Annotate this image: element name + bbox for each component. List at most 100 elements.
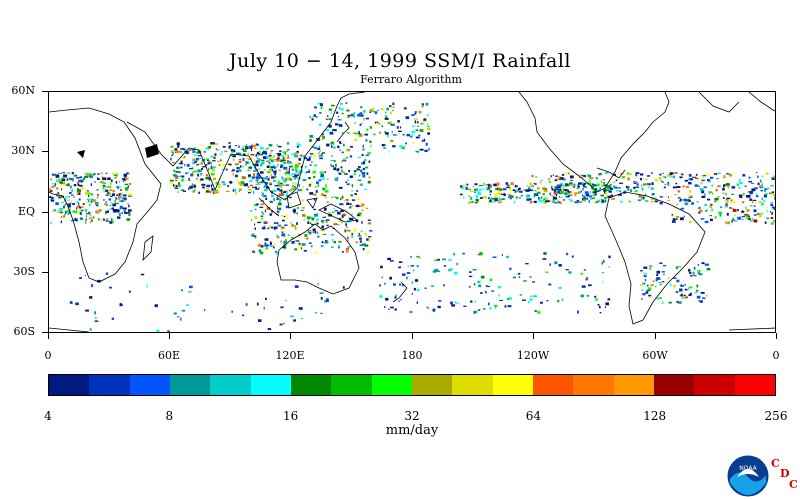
rain-pixel (285, 205, 289, 209)
rain-pixel (76, 191, 80, 194)
rain-pixel (673, 284, 676, 288)
rain-pixel (297, 174, 300, 176)
rain-pixel (263, 306, 265, 310)
rain-pixel (752, 217, 754, 220)
rain-pixel (79, 176, 82, 178)
rain-pixel (612, 173, 617, 176)
rain-pixel (366, 238, 370, 241)
rain-pixel (286, 171, 290, 174)
rain-pixel (123, 194, 127, 197)
rain-pixel (663, 186, 666, 189)
rain-pixel (677, 190, 680, 193)
rain-pixel (368, 160, 371, 163)
rain-pixel (628, 200, 631, 203)
rain-pixel (248, 145, 253, 149)
rain-pixel (268, 154, 272, 157)
rainfall-pixels (49, 102, 775, 332)
rain-pixel (245, 157, 249, 159)
rain-pixel (119, 206, 123, 209)
rain-pixel (700, 181, 703, 185)
rain-pixel (347, 245, 352, 248)
rain-pixel (172, 162, 175, 164)
rain-pixel (534, 189, 537, 192)
rain-pixel (430, 285, 434, 287)
rain-pixel (341, 251, 344, 253)
rain-pixel (295, 169, 298, 173)
rain-pixel (643, 266, 648, 269)
rain-pixel (562, 185, 566, 187)
rain-pixel (119, 303, 123, 307)
rain-pixel (414, 118, 418, 120)
rain-pixel (57, 195, 60, 197)
rain-pixel (119, 208, 121, 210)
rain-pixel (554, 261, 558, 265)
rain-pixel (118, 200, 122, 202)
rain-pixel (483, 195, 487, 199)
rain-pixel (341, 195, 344, 199)
rain-pixel (550, 187, 553, 189)
rain-pixel (80, 209, 84, 212)
rain-pixel (539, 181, 542, 184)
rain-pixel (578, 191, 581, 194)
rain-pixel (278, 198, 282, 201)
rain-pixel (87, 172, 90, 176)
rain-pixel (212, 169, 215, 172)
rain-pixel (317, 147, 321, 151)
rain-pixel (294, 152, 298, 154)
rain-pixel (423, 138, 426, 142)
rain-pixel (248, 189, 252, 191)
rain-pixel (414, 120, 417, 124)
rain-pixel (715, 200, 717, 202)
rain-pixel (379, 284, 381, 287)
rain-pixel (257, 182, 260, 186)
rain-pixel (703, 186, 707, 189)
rain-pixel (426, 306, 428, 309)
rain-pixel (670, 196, 673, 198)
rain-pixel (543, 198, 545, 201)
rain-pixel (313, 176, 316, 179)
rain-pixel (662, 265, 667, 267)
rain-pixel (368, 176, 371, 179)
rain-pixel (365, 154, 370, 157)
rain-pixel (741, 201, 745, 204)
rain-pixel (233, 149, 236, 153)
rain-pixel (201, 183, 206, 186)
rain-pixel (185, 151, 190, 154)
rain-pixel (384, 306, 386, 309)
rain-pixel (588, 200, 590, 203)
rain-pixel (181, 309, 186, 312)
rain-pixel (334, 210, 338, 212)
rain-pixel (577, 185, 580, 188)
rain-pixel (253, 159, 255, 163)
rain-pixel (285, 300, 287, 302)
rain-pixel (365, 139, 368, 142)
rain-pixel (189, 285, 193, 289)
rain-pixel (366, 128, 369, 132)
rain-pixel (318, 229, 321, 231)
rain-pixel (361, 114, 364, 117)
rain-pixel (542, 195, 547, 199)
rain-pixel (273, 178, 277, 181)
rain-pixel (179, 162, 184, 165)
rain-pixel (270, 201, 273, 203)
rain-pixel (238, 160, 242, 163)
rain-pixel (392, 102, 395, 106)
rain-pixel (600, 194, 604, 197)
rain-pixel (606, 187, 610, 191)
rain-pixel (557, 199, 559, 202)
rain-pixel (105, 201, 107, 203)
rain-pixel (180, 150, 182, 153)
rain-pixel (717, 185, 721, 188)
rain-pixel (303, 249, 307, 252)
rain-pixel (709, 191, 711, 195)
rain-pixel (114, 177, 117, 179)
rain-pixel (338, 186, 343, 189)
rain-pixel (365, 117, 369, 120)
rain-pixel (287, 155, 289, 158)
rain-pixel (181, 289, 183, 292)
rain-pixel (322, 135, 325, 139)
rain-pixel (688, 288, 690, 290)
rain-pixel (583, 269, 586, 271)
rain-pixel (369, 126, 372, 129)
rain-pixel (175, 171, 180, 173)
